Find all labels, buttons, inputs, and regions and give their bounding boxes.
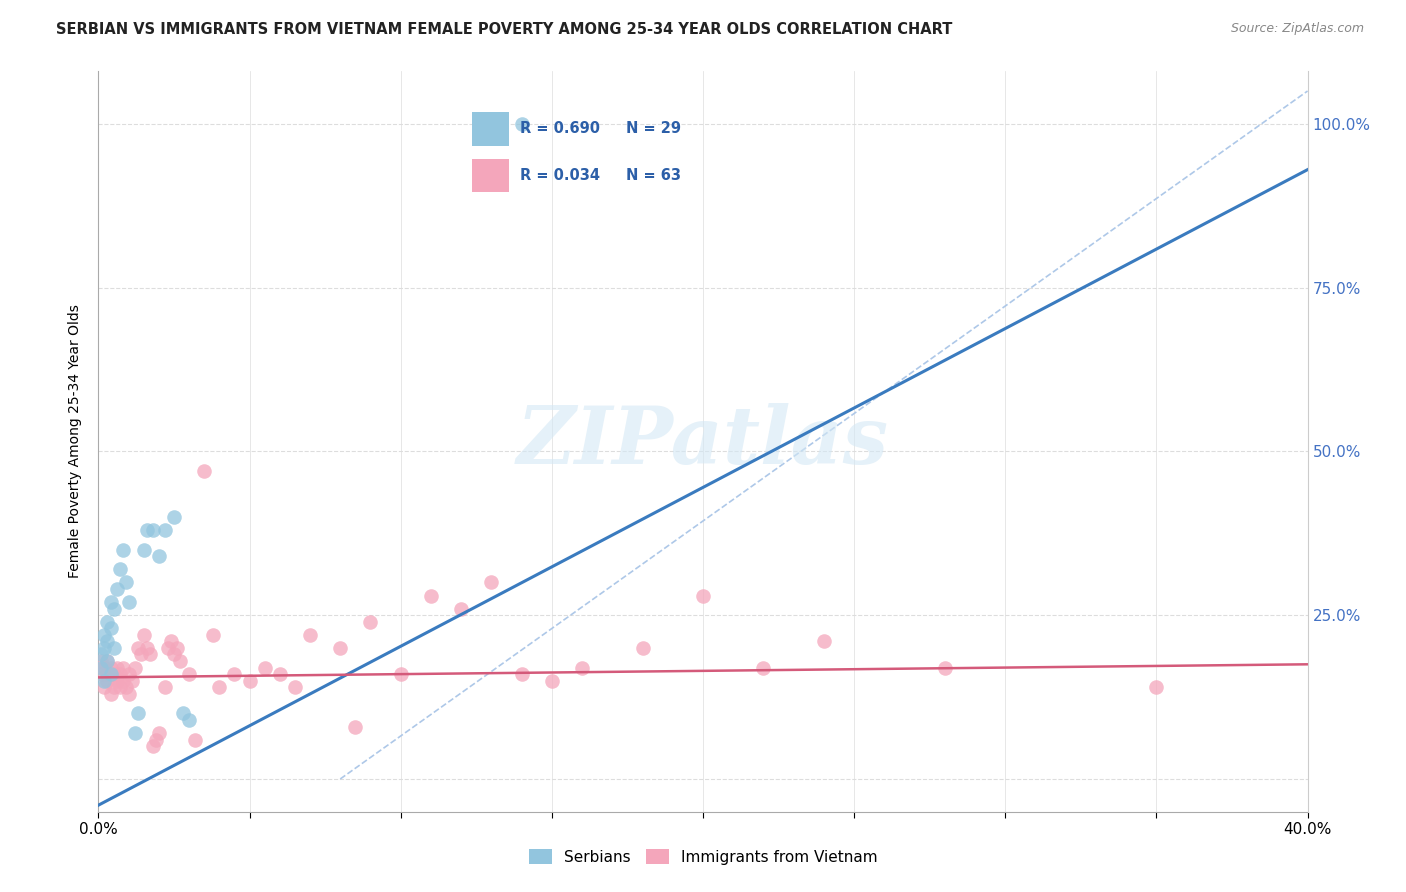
Point xyxy=(540,673,562,688)
Point xyxy=(389,667,412,681)
Point xyxy=(100,621,122,635)
Point xyxy=(631,640,654,655)
Point xyxy=(103,667,125,681)
Point xyxy=(108,562,131,576)
Point xyxy=(135,523,157,537)
Point xyxy=(284,680,307,694)
Point xyxy=(156,640,179,655)
Point xyxy=(153,523,176,537)
Point xyxy=(114,680,136,694)
Point xyxy=(93,640,115,655)
Point xyxy=(93,680,115,694)
Point xyxy=(163,509,186,524)
Point xyxy=(105,582,128,596)
Y-axis label: Female Poverty Among 25-34 Year Olds: Female Poverty Among 25-34 Year Olds xyxy=(69,304,83,579)
Point xyxy=(135,640,157,655)
Point xyxy=(108,680,131,694)
Point xyxy=(124,660,146,674)
Point xyxy=(127,640,149,655)
Point xyxy=(813,634,835,648)
Point xyxy=(90,660,112,674)
Point xyxy=(132,628,155,642)
Point xyxy=(148,726,170,740)
Text: SERBIAN VS IMMIGRANTS FROM VIETNAM FEMALE POVERTY AMONG 25-34 YEAR OLDS CORRELAT: SERBIAN VS IMMIGRANTS FROM VIETNAM FEMAL… xyxy=(56,22,953,37)
Point xyxy=(103,640,125,655)
Point xyxy=(360,615,382,629)
Point xyxy=(269,667,291,681)
Point xyxy=(90,667,112,681)
Point xyxy=(1144,680,1167,694)
Point xyxy=(103,601,125,615)
Point xyxy=(166,640,188,655)
Point xyxy=(571,660,593,674)
Point xyxy=(344,720,367,734)
Point xyxy=(114,575,136,590)
Point xyxy=(118,687,141,701)
Point xyxy=(184,732,207,747)
Point xyxy=(118,595,141,609)
Point xyxy=(132,542,155,557)
Point xyxy=(96,654,118,668)
Point xyxy=(510,117,533,131)
Point xyxy=(105,660,128,674)
Point xyxy=(103,680,125,694)
Text: Source: ZipAtlas.com: Source: ZipAtlas.com xyxy=(1230,22,1364,36)
Point xyxy=(129,648,152,662)
Text: ZIPatlas: ZIPatlas xyxy=(517,403,889,480)
Point xyxy=(139,648,162,662)
Point xyxy=(239,673,262,688)
Point xyxy=(118,667,141,681)
Point xyxy=(208,680,231,694)
Point xyxy=(100,667,122,681)
Point xyxy=(160,634,183,648)
Point xyxy=(329,640,352,655)
Point xyxy=(93,660,115,674)
Point xyxy=(172,706,194,721)
Point xyxy=(253,660,276,674)
Point xyxy=(145,732,167,747)
Point xyxy=(224,667,246,681)
Point xyxy=(202,628,225,642)
Point xyxy=(142,523,165,537)
Point xyxy=(111,673,134,688)
Point xyxy=(105,673,128,688)
Point xyxy=(127,706,149,721)
Point xyxy=(420,589,443,603)
Point xyxy=(96,673,118,688)
Point xyxy=(481,575,503,590)
Point xyxy=(142,739,165,754)
Point xyxy=(100,660,122,674)
Point xyxy=(692,589,714,603)
Legend: Serbians, Immigrants from Vietnam: Serbians, Immigrants from Vietnam xyxy=(523,843,883,871)
Point xyxy=(169,654,191,668)
Point xyxy=(96,667,118,681)
Point xyxy=(100,687,122,701)
Point xyxy=(90,654,112,668)
Point xyxy=(111,542,134,557)
Point xyxy=(193,464,215,478)
Point xyxy=(96,654,118,668)
Point xyxy=(450,601,472,615)
Point xyxy=(93,673,115,688)
Point xyxy=(121,673,143,688)
Point xyxy=(179,713,201,727)
Point xyxy=(100,595,122,609)
Point xyxy=(752,660,775,674)
Point xyxy=(90,648,112,662)
Point xyxy=(510,667,533,681)
Point xyxy=(96,615,118,629)
Point xyxy=(153,680,176,694)
Point xyxy=(299,628,322,642)
Point xyxy=(934,660,956,674)
Point xyxy=(108,667,131,681)
Point xyxy=(148,549,170,564)
Point xyxy=(93,628,115,642)
Point xyxy=(179,667,201,681)
Point xyxy=(111,660,134,674)
Point xyxy=(163,648,186,662)
Point xyxy=(124,726,146,740)
Point xyxy=(96,634,118,648)
